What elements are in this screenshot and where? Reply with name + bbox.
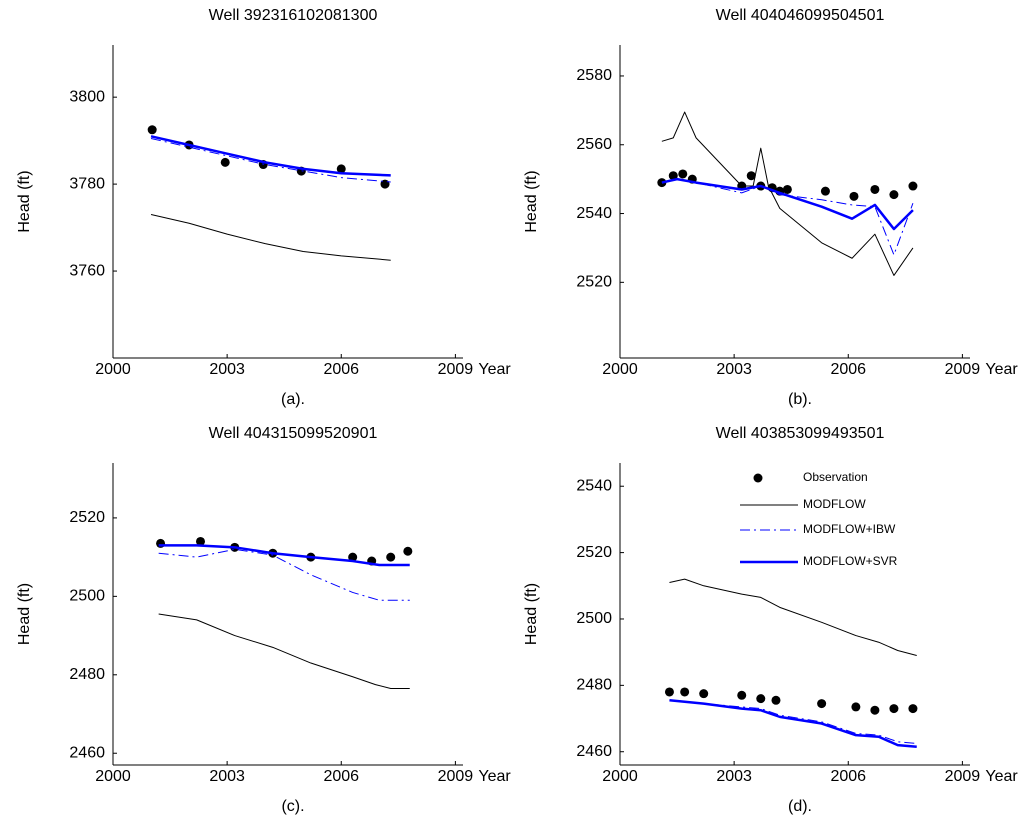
panel-title: Well 404046099504501: [716, 7, 885, 24]
observation-point: [336, 164, 346, 174]
x-tick-label: 2000: [95, 768, 131, 785]
x-tick-label: 2000: [602, 768, 638, 785]
x-tick-label: 2000: [602, 361, 638, 378]
observation-point: [147, 125, 157, 135]
panel-caption: (d).: [788, 798, 812, 815]
panel-caption: (c).: [281, 798, 304, 815]
observation-point: [889, 704, 899, 714]
x-tick-label: 2003: [209, 361, 245, 378]
observation-point: [870, 705, 880, 715]
panel: Well 404315099520901 (c). Head (ft) 2460 248…: [16, 425, 511, 815]
y-axis-label: Head (ft): [523, 170, 540, 232]
x-tick-label: 2003: [716, 768, 752, 785]
x-tick-label: 2009: [945, 361, 981, 378]
series-line: [150, 137, 391, 183]
series-line: [661, 111, 914, 276]
y-tick-label: 2480: [69, 666, 105, 683]
panel: Well 392316102081300 (a). Head (ft) 3760 378…: [16, 7, 511, 408]
observation-point: [908, 704, 918, 714]
observation-point: [737, 690, 747, 700]
observation-point: [668, 171, 678, 181]
x-axis-label: Year: [985, 361, 1018, 378]
legend-label: MODFLOW+SVR: [803, 554, 898, 568]
observation-point: [403, 546, 413, 556]
observation-point: [348, 552, 358, 562]
panel-caption: (b).: [788, 391, 812, 408]
observation-point: [386, 552, 396, 562]
legend-label: Observation: [803, 470, 868, 484]
observation-point: [771, 695, 781, 705]
panel-caption: (a).: [281, 391, 305, 408]
series-line: [150, 135, 391, 177]
x-tick-label: 2009: [438, 768, 474, 785]
x-axis-label: Year: [985, 768, 1018, 785]
observation-point: [851, 702, 861, 712]
x-tick-label: 2000: [95, 361, 131, 378]
observation-point: [849, 191, 859, 201]
y-tick-label: 2540: [576, 477, 612, 494]
observation-point: [817, 699, 827, 709]
x-axis-label: Year: [478, 768, 511, 785]
x-tick-label: 2009: [945, 768, 981, 785]
observation-point: [220, 157, 230, 167]
series-line: [669, 578, 917, 656]
x-tick-label: 2006: [830, 361, 866, 378]
y-tick-label: 2540: [576, 205, 612, 222]
x-tick-label: 2003: [209, 768, 245, 785]
y-tick-label: 2500: [576, 610, 612, 627]
legend-label: MODFLOW+IBW: [803, 522, 896, 536]
panel-title: Well 392316102081300: [209, 7, 378, 24]
y-axis-label: Head (ft): [16, 170, 33, 232]
observation-point: [908, 181, 918, 191]
observation-point: [782, 184, 792, 194]
observation-point: [756, 694, 766, 704]
observation-point: [870, 184, 880, 194]
legend-label: MODFLOW: [803, 497, 866, 511]
series-line: [669, 699, 917, 744]
observation-point: [889, 190, 899, 200]
y-tick-label: 2460: [576, 743, 612, 760]
y-tick-label: 3780: [69, 175, 105, 192]
observation-point: [680, 687, 690, 697]
x-tick-label: 2009: [438, 361, 474, 378]
series-line: [669, 699, 917, 748]
y-tick-label: 3760: [69, 262, 105, 279]
observation-point: [196, 536, 205, 546]
panel: Well 403853099493501 (d). Head (ft) 2460 248…: [523, 425, 1018, 815]
y-tick-label: 2580: [576, 67, 612, 84]
observation-point: [699, 689, 709, 699]
y-tick-label: 2520: [576, 274, 612, 291]
y-tick-label: 2560: [576, 136, 612, 153]
series-line: [158, 548, 410, 601]
x-tick-label: 2006: [323, 361, 359, 378]
y-tick-label: 2520: [576, 544, 612, 561]
x-tick-label: 2006: [830, 768, 866, 785]
y-tick-label: 3800: [69, 88, 105, 105]
observation-point: [664, 687, 674, 697]
x-tick-label: 2003: [716, 361, 752, 378]
observation-point: [657, 178, 667, 188]
observation-point: [820, 186, 830, 196]
series-line: [661, 177, 914, 231]
panel-title: Well 403853099493501: [716, 425, 885, 442]
series-line: [158, 613, 410, 690]
observation-point: [746, 171, 756, 181]
y-tick-label: 2460: [69, 744, 105, 761]
x-tick-label: 2006: [323, 768, 359, 785]
legend-marker: [753, 473, 763, 483]
x-axis-label: Year: [478, 361, 511, 378]
series-line: [158, 544, 410, 567]
y-tick-label: 2500: [69, 588, 105, 605]
y-tick-label: 2520: [69, 509, 105, 526]
series-line: [150, 214, 391, 261]
panel: Well 404046099504501 (b). Head (ft) 2520 254…: [523, 7, 1018, 408]
y-axis-label: Head (ft): [523, 583, 540, 645]
y-axis-label: Head (ft): [16, 583, 33, 645]
panel-title: Well 404315099520901: [209, 425, 378, 442]
observation-point: [678, 169, 688, 179]
y-tick-label: 2480: [576, 677, 612, 694]
